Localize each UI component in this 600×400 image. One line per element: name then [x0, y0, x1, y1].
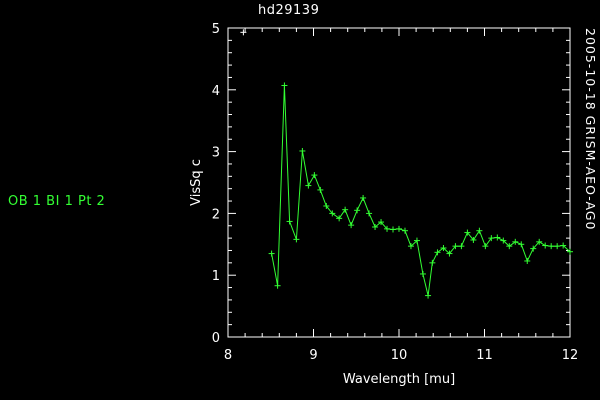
data-point — [323, 202, 330, 209]
plot-frame — [227, 27, 571, 338]
data-point — [440, 245, 447, 252]
data-point — [396, 225, 402, 232]
data-point — [512, 238, 519, 245]
data-point — [378, 219, 385, 226]
data-point — [407, 243, 414, 250]
outlier-point — [240, 29, 247, 36]
data-point — [372, 223, 379, 230]
data-point — [548, 243, 555, 250]
y-tick-label: 4 — [212, 84, 220, 99]
data-point — [354, 207, 361, 214]
data-point — [536, 238, 543, 245]
data-point — [542, 242, 549, 249]
y-tick-label: 5 — [212, 22, 220, 37]
x-tick-label: 9 — [309, 348, 317, 363]
data-point — [482, 243, 489, 250]
y-tick-label: 3 — [212, 146, 220, 161]
data-point — [384, 225, 391, 232]
data-point — [299, 147, 306, 154]
data-point — [274, 282, 281, 289]
x-axis-label: Wavelength [mu] — [343, 372, 455, 387]
data-point — [554, 243, 561, 250]
data-point — [281, 82, 288, 89]
date-instrument-label: 2005-10-18 GRISM-AEO-AG0 — [583, 28, 598, 231]
data-point — [317, 186, 324, 193]
x-tick-label: 11 — [476, 348, 493, 363]
data-point — [336, 215, 343, 222]
data-point — [567, 248, 573, 255]
data-point — [401, 227, 408, 234]
data-point — [360, 194, 367, 201]
data-point — [429, 259, 436, 266]
data-point — [476, 227, 483, 234]
data-point — [311, 172, 318, 179]
data-point — [329, 210, 336, 217]
chart-title: hd29139 — [258, 3, 320, 18]
data-point — [366, 210, 373, 217]
data-point — [446, 250, 453, 257]
data-point — [268, 250, 275, 257]
data-point — [452, 243, 459, 250]
data-point — [560, 242, 567, 249]
data-point — [506, 243, 513, 250]
data-point — [518, 241, 525, 248]
data-point — [390, 226, 397, 233]
data-point — [286, 218, 293, 225]
data-point — [348, 222, 355, 229]
data-point — [342, 206, 349, 213]
series-line — [271, 85, 571, 296]
data-point — [434, 249, 441, 256]
data-point — [458, 243, 465, 250]
data-point — [464, 229, 471, 236]
y-tick-label: 2 — [212, 207, 220, 222]
data-point — [425, 292, 432, 299]
data-point — [500, 237, 507, 244]
data-point — [494, 234, 501, 241]
y-tick-label: 1 — [212, 269, 220, 284]
data-point — [530, 245, 537, 252]
observation-label: OB 1 BI 1 Pt 2 — [8, 194, 106, 209]
x-tick-label: 12 — [562, 348, 579, 363]
data-point — [470, 236, 477, 243]
data-point — [419, 270, 426, 277]
y-tick-label: 0 — [212, 331, 220, 346]
y-axis-label: VisSq c — [189, 159, 204, 206]
data-point — [305, 182, 312, 189]
data-point — [524, 257, 531, 264]
data-point — [293, 236, 300, 243]
data-point — [488, 235, 495, 242]
x-tick-label: 8 — [224, 348, 232, 363]
data-point — [413, 237, 420, 244]
x-tick-label: 10 — [391, 348, 408, 363]
